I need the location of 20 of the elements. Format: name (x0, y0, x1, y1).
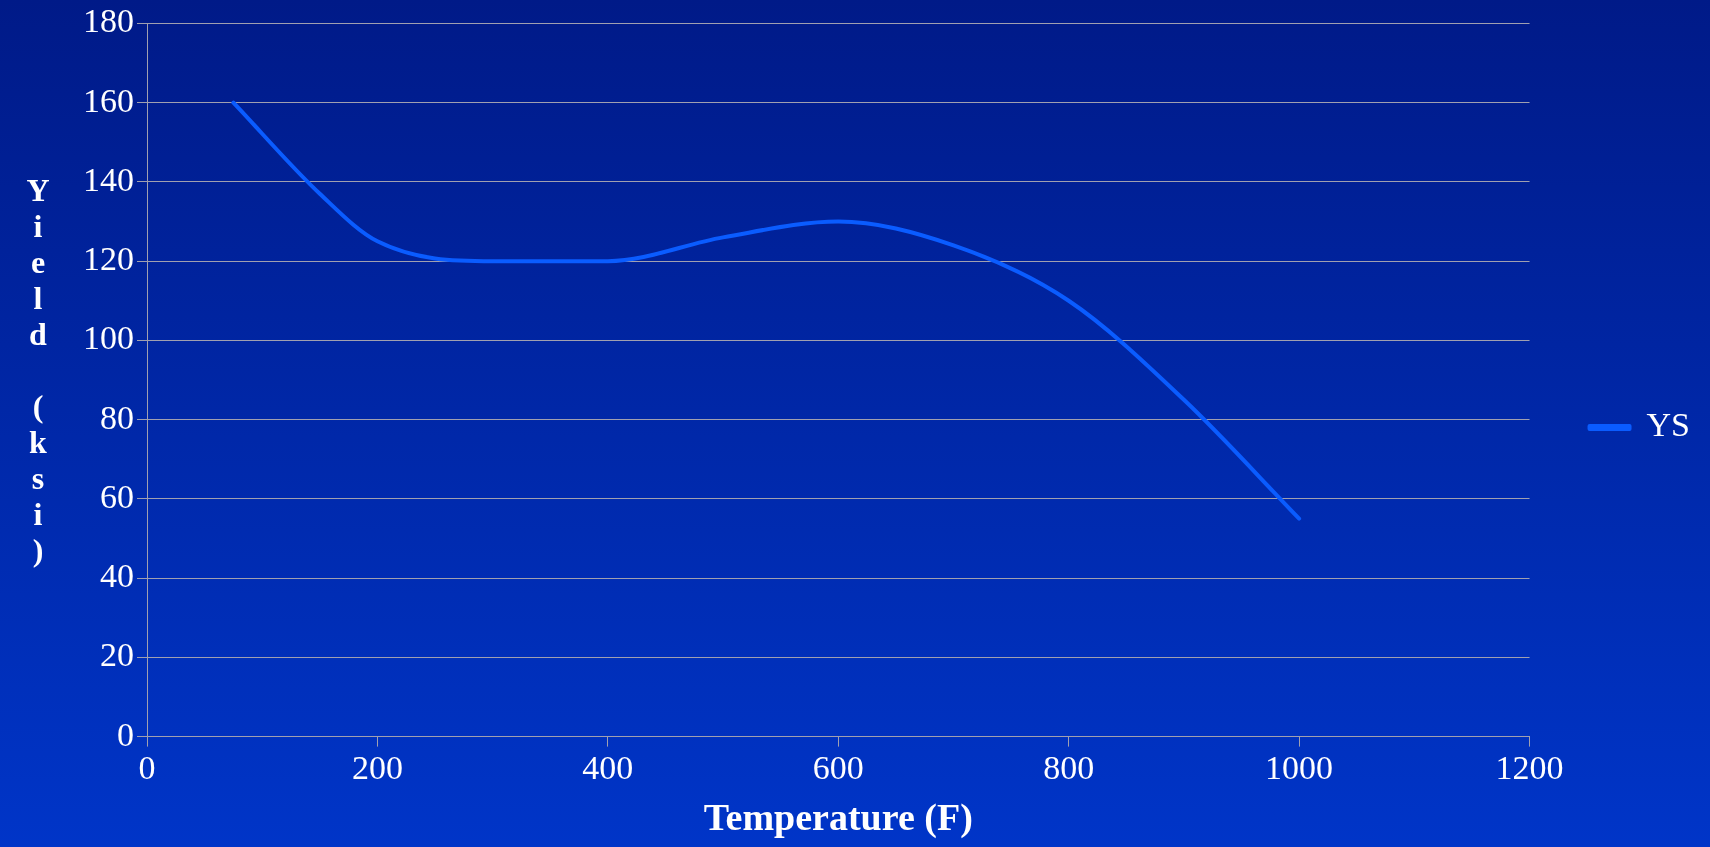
x-tick-label: 1000 (1265, 748, 1334, 786)
x-tick-label: 800 (1043, 748, 1095, 786)
x-tick-label: 200 (351, 748, 403, 786)
y-tick-label: 40 (100, 557, 134, 595)
y-tick-label: 20 (100, 636, 134, 674)
y-axis-title: Yield (ksi) (19, 171, 57, 570)
y-tick-label: 120 (83, 240, 134, 278)
x-axis-title: Temperature (F) (703, 796, 973, 840)
x-tick-label: 400 (582, 748, 634, 786)
line-series (231, 100, 1302, 521)
y-tick-label: 160 (83, 81, 134, 119)
y-tick-label: 0 (117, 715, 134, 753)
y-tick-label: 100 (83, 319, 134, 357)
y-tick-label: 180 (83, 2, 134, 40)
legend-label: YS (1646, 406, 1691, 444)
y-tick-label: 140 (83, 160, 134, 198)
x-tick-label: 1200 (1495, 748, 1564, 786)
x-tick-label: 600 (812, 748, 864, 786)
y-tick-label: 60 (100, 477, 134, 515)
y-tick-label: 80 (100, 398, 134, 436)
